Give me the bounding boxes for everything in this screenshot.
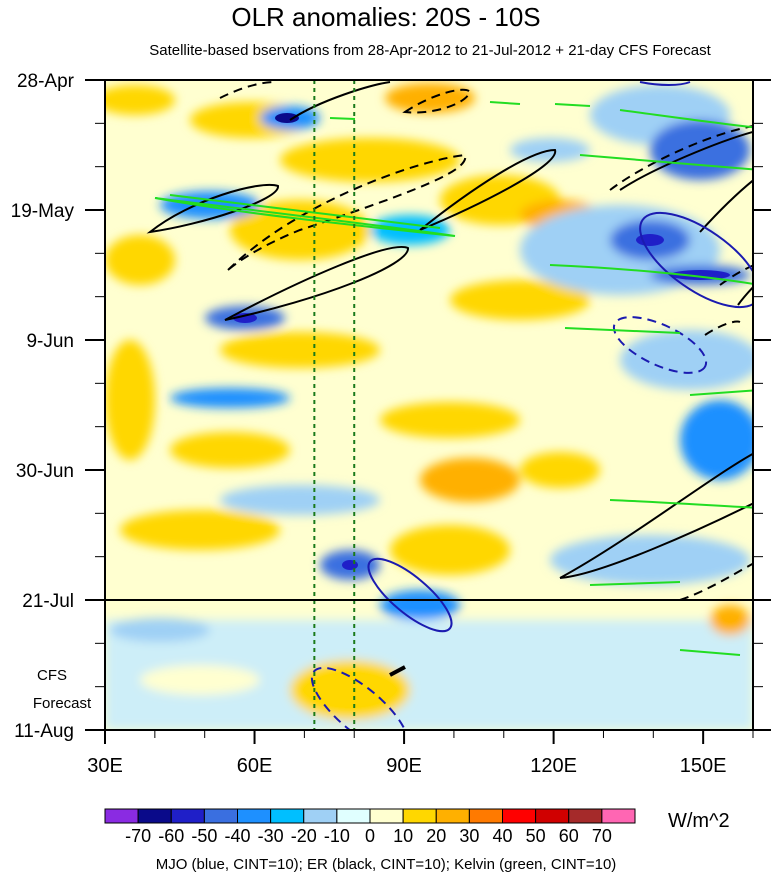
er-contour-6	[619, 130, 753, 191]
er-forecast-segment	[389, 665, 406, 677]
colorbar-level-label: -60	[158, 826, 184, 846]
mjo-dashed-2	[310, 666, 410, 730]
colorbar-swatch	[270, 808, 305, 824]
kelvin-contour-11	[689, 389, 753, 396]
olr-core-4	[342, 560, 358, 570]
er-contour-8	[737, 285, 753, 306]
kelvin-contour-2	[169, 194, 441, 229]
er-contour-5	[559, 452, 753, 579]
colorbar-swatch	[237, 808, 272, 824]
legend-footer: MJO (blue, CINT=10); ER (black, CINT=10)…	[155, 856, 617, 873]
x-axis: 30E 60E 90E 120E 150E	[87, 730, 754, 777]
colorbar-swatch	[336, 808, 371, 824]
x-tick-label: 120E	[530, 755, 577, 777]
chart-subtitle: Satellite-based bservations from 28-Apr-…	[149, 42, 711, 59]
colorbar-swatch	[303, 808, 338, 824]
y-tick-label: 21-Jul	[22, 591, 74, 612]
y-tick-label: 30-Jun	[16, 461, 74, 482]
kelvin-contour-10	[589, 581, 681, 586]
colorbar-swatch	[535, 808, 570, 824]
plot-frame	[104, 79, 754, 731]
colorbar-swatch	[468, 808, 503, 824]
colorbar-level-label: -10	[324, 826, 350, 846]
kelvin-contour-12	[329, 117, 356, 120]
kelvin-contour-1	[154, 197, 456, 237]
forecast-label-line2: Forecast	[33, 695, 92, 712]
colorbar-swatch	[104, 808, 139, 824]
er-dashed-3	[219, 81, 276, 99]
y-axis: 28-Apr 19-May 9-Jun 30-Jun 21-Jul 11-Aug	[11, 71, 771, 742]
kelvin-contour-9	[679, 649, 741, 656]
er-contour-2	[224, 246, 409, 321]
kelvin-contour-5	[619, 109, 753, 129]
y-tick-label: 28-Apr	[17, 71, 75, 92]
x-tick-label: 150E	[680, 755, 727, 777]
olr-core-2	[233, 313, 257, 323]
mjo-contour-1	[367, 557, 453, 633]
colorbar-level-label: 30	[459, 826, 479, 846]
colorbar-level-label: -20	[291, 826, 317, 846]
kelvin-contour-8	[489, 101, 591, 107]
colorbar-level-label: 10	[393, 826, 413, 846]
colorbar-swatch	[502, 808, 537, 824]
y-tick-label: 19-May	[11, 201, 75, 222]
chart-title: OLR anomalies: 20S - 10S	[231, 2, 541, 32]
er-dashed-1	[227, 153, 467, 271]
er-dashed-contours	[219, 81, 753, 601]
x-tick-label: 60E	[237, 755, 273, 777]
colorbar-level-label: 60	[559, 826, 579, 846]
colorbar-level-label: 0	[365, 826, 375, 846]
mjo-contour-2	[639, 211, 753, 309]
colorbar-level-label: 20	[426, 826, 446, 846]
y-tick-label: 9-Jun	[26, 331, 74, 352]
er-dashed-6	[679, 562, 753, 601]
colorbar-level-label: -40	[224, 826, 250, 846]
forecast-label-line1: CFS	[37, 667, 67, 684]
colorbar-swatch	[137, 808, 172, 824]
colorbar-swatch	[435, 808, 470, 824]
er-contour-7	[699, 179, 753, 233]
mjo-contour-3	[639, 81, 691, 86]
colorbar-level-label: -50	[191, 826, 217, 846]
olr-anomaly-field	[105, 80, 753, 730]
kelvin-contour-4	[579, 154, 753, 171]
colorbar-swatch	[402, 808, 437, 824]
olr-core-1	[275, 113, 299, 123]
er-dashed-5	[704, 320, 741, 336]
kelvin-contour-7	[564, 327, 681, 334]
er-dashed-4	[609, 125, 753, 191]
colorbar-level-label: 70	[592, 826, 612, 846]
kelvin-contour-3	[549, 264, 753, 285]
colorbar-level-label: 50	[526, 826, 546, 846]
er-contour-4	[289, 81, 391, 121]
colorbar-level-label: -30	[258, 826, 284, 846]
colorbar: -70 -60 -50 -40 -30 -20 -10 0 10 20 30 40 50 60 70	[104, 808, 636, 846]
x-tick-label: 90E	[386, 755, 422, 777]
colorbar-swatch	[601, 808, 636, 824]
colorbar-level-label: 40	[492, 826, 512, 846]
colorbar-level-label: -70	[125, 826, 151, 846]
wave-contours	[146, 81, 753, 730]
er-contour-3	[419, 148, 557, 231]
x-tick-label: 30E	[87, 755, 123, 777]
mjo-dashed-1	[612, 316, 708, 374]
mjo-dashed-contours	[310, 316, 708, 730]
mjo-contours	[367, 81, 753, 633]
colorbar-swatch	[170, 808, 205, 824]
kelvin-contour-6	[609, 499, 753, 509]
er-dashed-7	[719, 264, 753, 286]
colorbar-swatch	[369, 808, 404, 824]
colorbar-swatch	[203, 808, 238, 824]
colorbar-units: W/m^2	[668, 810, 730, 832]
kelvin-contours	[154, 101, 753, 656]
y-tick-label: 11-Aug	[14, 721, 74, 742]
colorbar-swatch	[568, 808, 603, 824]
